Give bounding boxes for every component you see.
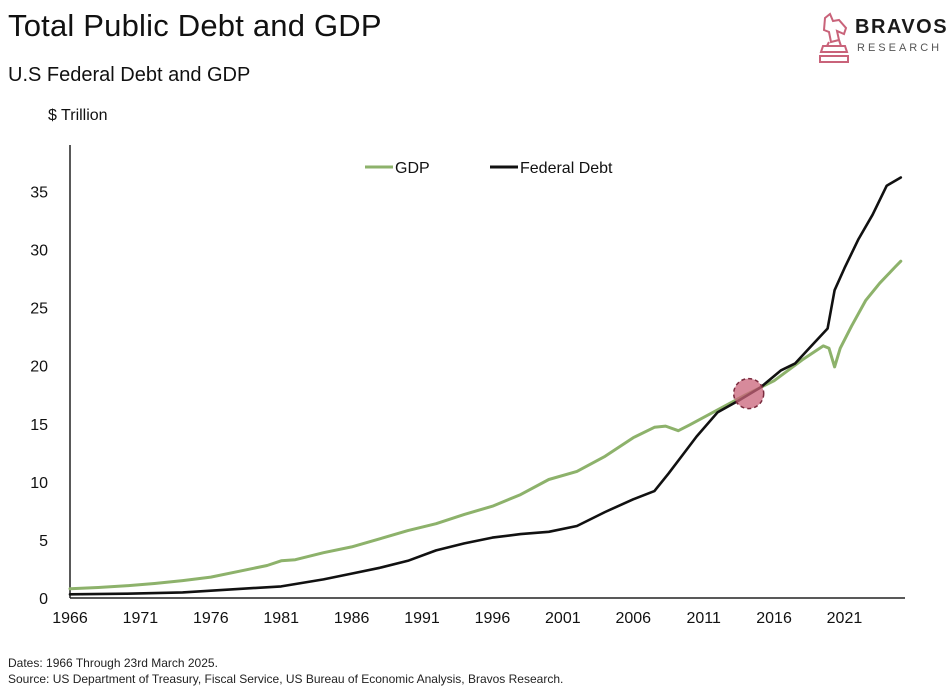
legend-label-federal-debt: Federal Debt <box>520 160 613 177</box>
logo-wordmark: BRAVOS <box>855 16 947 38</box>
x-tick-label: 1971 <box>123 610 159 627</box>
y-axis-ticks: 0 5 10 15 20 25 30 35 <box>30 184 48 608</box>
x-tick-label: 1996 <box>475 610 511 627</box>
y-tick-label: 20 <box>30 359 48 376</box>
x-tick-label: 1981 <box>263 610 299 627</box>
crossover-marker <box>732 377 765 410</box>
chart-legend: GDP Federal Debt <box>365 160 613 177</box>
logo-tagline: RESEARCH <box>857 42 943 54</box>
y-tick-label: 30 <box>30 243 48 260</box>
footer-source: Source: US Department of Treasury, Fisca… <box>8 672 564 686</box>
legend-label-gdp: GDP <box>395 160 430 177</box>
chart-title: Total Public Debt and GDP <box>8 8 382 43</box>
x-tick-label: 2021 <box>827 610 863 627</box>
y-axis-unit-label: $ Trillion <box>48 107 108 124</box>
chart-series <box>68 176 903 596</box>
x-tick-label: 1991 <box>404 610 440 627</box>
gdp-series-line <box>68 259 903 591</box>
y-tick-label: 35 <box>30 184 48 201</box>
y-tick-label: 10 <box>30 475 48 492</box>
y-tick-label: 0 <box>39 591 48 608</box>
footer-dates: Dates: 1966 Through 23rd March 2025. <box>8 656 218 670</box>
x-axis-ticks: 1966 1971 1976 1981 1986 1991 1996 2001 2006 2011… <box>52 610 862 627</box>
y-tick-label: 5 <box>39 533 48 550</box>
x-tick-label: 1986 <box>334 610 370 627</box>
chart-subtitle: U.S Federal Debt and GDP <box>8 64 251 86</box>
chart-axes <box>69 145 905 599</box>
y-tick-label: 15 <box>30 417 48 434</box>
knight-chess-icon <box>819 12 849 63</box>
federal-debt-series-line <box>68 176 903 596</box>
x-tick-label: 2011 <box>686 610 721 627</box>
x-tick-label: 2016 <box>756 610 792 627</box>
chart-annotations <box>732 377 765 410</box>
x-tick-label: 2006 <box>615 610 651 627</box>
x-tick-label: 2001 <box>545 610 581 627</box>
x-tick-label: 1976 <box>193 610 229 627</box>
brand-logo: BRAVOS RESEARCH <box>815 10 947 70</box>
x-tick-label: 1966 <box>52 610 88 627</box>
y-tick-label: 25 <box>30 301 48 318</box>
